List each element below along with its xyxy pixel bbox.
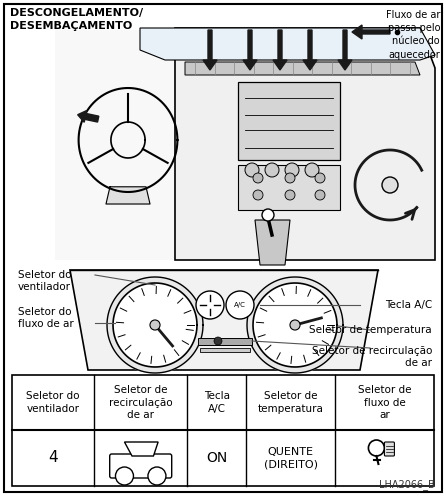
Polygon shape bbox=[124, 442, 158, 456]
Polygon shape bbox=[200, 348, 250, 352]
Polygon shape bbox=[238, 165, 340, 210]
Text: Seletor de
fluxo de
ar: Seletor de fluxo de ar bbox=[358, 385, 411, 420]
Text: Seletor de recirculação
de ar: Seletor de recirculação de ar bbox=[312, 346, 432, 369]
FancyArrow shape bbox=[203, 30, 217, 70]
Bar bbox=[12, 375, 434, 486]
FancyArrow shape bbox=[273, 30, 287, 70]
Text: Fluxo de ar
passa pelo
núcleo do
aquecedor: Fluxo de ar passa pelo núcleo do aqueced… bbox=[386, 10, 440, 60]
Circle shape bbox=[148, 467, 166, 485]
Circle shape bbox=[253, 173, 263, 183]
Circle shape bbox=[245, 163, 259, 177]
Text: ON: ON bbox=[206, 451, 227, 465]
Text: DESCONGELAMENTO/
DESEMBAÇAMENTO: DESCONGELAMENTO/ DESEMBAÇAMENTO bbox=[10, 8, 143, 31]
Circle shape bbox=[150, 320, 160, 330]
FancyBboxPatch shape bbox=[384, 442, 394, 456]
FancyArrow shape bbox=[243, 30, 257, 70]
Polygon shape bbox=[198, 338, 252, 345]
Text: Seletor do
ventilador: Seletor do ventilador bbox=[26, 391, 80, 414]
Circle shape bbox=[116, 467, 133, 485]
Text: Seletor de
temperatura: Seletor de temperatura bbox=[258, 391, 323, 414]
Circle shape bbox=[262, 209, 274, 221]
Text: QUENTE
(DIREITO): QUENTE (DIREITO) bbox=[264, 447, 318, 469]
Text: LHA2066_B: LHA2066_B bbox=[379, 479, 435, 490]
Text: Seletor do
fluxo de ar: Seletor do fluxo de ar bbox=[18, 307, 74, 329]
Polygon shape bbox=[253, 283, 337, 367]
Polygon shape bbox=[175, 28, 435, 260]
Polygon shape bbox=[113, 283, 197, 367]
Polygon shape bbox=[55, 30, 435, 260]
FancyArrow shape bbox=[352, 25, 390, 39]
Polygon shape bbox=[255, 220, 290, 265]
FancyArrow shape bbox=[78, 111, 99, 123]
Polygon shape bbox=[140, 28, 435, 60]
FancyArrow shape bbox=[303, 30, 317, 70]
Text: 4: 4 bbox=[48, 450, 58, 466]
Circle shape bbox=[315, 173, 325, 183]
Circle shape bbox=[368, 440, 384, 456]
Text: Seletor do
ventilador: Seletor do ventilador bbox=[18, 270, 71, 293]
Text: Tecla
A/C: Tecla A/C bbox=[204, 391, 230, 414]
Text: Seletor de temperatura: Seletor de temperatura bbox=[310, 325, 432, 335]
Text: Seletor de
recirculação
de ar: Seletor de recirculação de ar bbox=[109, 385, 173, 420]
FancyBboxPatch shape bbox=[110, 454, 172, 478]
Circle shape bbox=[315, 190, 325, 200]
Circle shape bbox=[382, 177, 398, 193]
Circle shape bbox=[285, 190, 295, 200]
Polygon shape bbox=[106, 187, 150, 204]
Circle shape bbox=[305, 163, 319, 177]
Polygon shape bbox=[238, 82, 340, 160]
Polygon shape bbox=[107, 277, 203, 373]
Circle shape bbox=[226, 291, 254, 319]
Circle shape bbox=[253, 190, 263, 200]
FancyArrow shape bbox=[338, 30, 352, 70]
Polygon shape bbox=[247, 277, 343, 373]
Circle shape bbox=[285, 163, 299, 177]
Circle shape bbox=[265, 163, 279, 177]
Text: A/C: A/C bbox=[234, 302, 246, 308]
Circle shape bbox=[196, 291, 224, 319]
Circle shape bbox=[290, 320, 300, 330]
Polygon shape bbox=[185, 62, 420, 75]
Text: Tecla A/C: Tecla A/C bbox=[385, 300, 432, 310]
Circle shape bbox=[285, 173, 295, 183]
Polygon shape bbox=[70, 270, 378, 370]
Circle shape bbox=[214, 337, 222, 345]
